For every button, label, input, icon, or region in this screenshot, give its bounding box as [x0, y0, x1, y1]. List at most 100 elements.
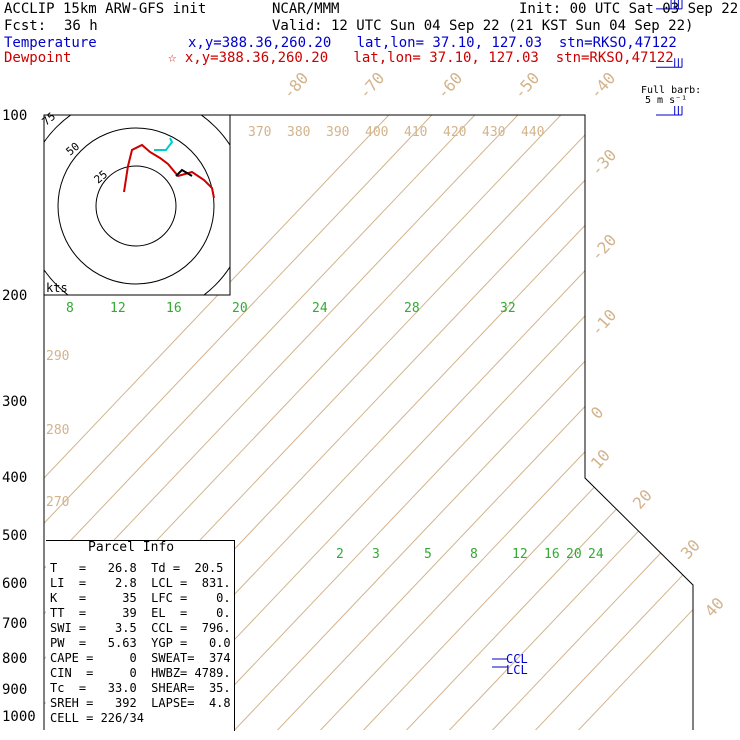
isotherm-line	[226, 115, 693, 730]
mixing-ratio-label: 32	[500, 301, 516, 316]
dewpoint-legend: Dewpoint	[4, 50, 72, 66]
parcel-row: PW = 5.63 YGP = 0.0	[50, 636, 231, 650]
theta-label: 400	[365, 125, 388, 140]
pressure-label-500: 500	[2, 528, 28, 544]
theta-label: 440	[521, 125, 544, 140]
theta-label: 380	[287, 125, 310, 140]
pressure-label-900: 900	[2, 682, 28, 698]
model-title: ACCLIP 15km ARW-GFS init	[4, 1, 207, 17]
parcel-row: CAPE = 0 SWEAT= 374	[50, 651, 231, 665]
valid-time: Valid: 12 UTC Sun 04 Sep 22 (21 KST Sun …	[272, 18, 694, 34]
temperature-legend: Temperature	[4, 35, 97, 51]
hodograph-trace-upper	[154, 137, 174, 151]
dry-adiabat	[692, 115, 693, 116]
isotherm-line	[183, 115, 693, 730]
parcel-row: LI = 2.8 LCL = 831.	[50, 576, 231, 590]
isotherm-line	[44, 115, 433, 730]
mixing-ratio-label: 12	[512, 547, 528, 562]
mixing-ratio-label: 20	[566, 547, 582, 562]
isotherm-label: -80	[279, 68, 312, 102]
isotherm-label: -20	[587, 230, 620, 264]
isotherm-line	[484, 115, 693, 730]
pressure-label-200: 200	[2, 288, 28, 304]
isotherm-label: -10	[587, 305, 620, 339]
isotherm-line	[312, 115, 693, 730]
isotherm-line	[44, 115, 519, 730]
ccl-label: CCL	[506, 652, 528, 666]
mixing-ratio-label: 2	[336, 547, 344, 562]
pressure-label-300: 300	[2, 394, 28, 410]
parcel-row: SREH = 392 LAPSE= 4.8	[50, 696, 231, 710]
isotherm-line	[269, 115, 693, 730]
pressure-label-700: 700	[2, 616, 28, 632]
isotherm-line	[398, 115, 693, 730]
isotherm-label: -50	[510, 68, 543, 102]
theta-label: 410	[404, 125, 427, 140]
isotherm-label: -70	[355, 68, 388, 102]
mixing-ratio-label: 24	[588, 547, 604, 562]
theta-label: 430	[482, 125, 505, 140]
mixing-ratio-label: 5	[424, 547, 432, 562]
pressure-label-800: 800	[2, 651, 28, 667]
isotherm-line	[44, 115, 390, 730]
mixing-ratio-labels: 8 12 16 20 24 28 32 2 3 5 8 12 16 20 24	[66, 301, 604, 562]
parcel-info-title: Parcel Info	[88, 540, 175, 555]
mixing-ratio-label: 16	[166, 301, 182, 316]
isotherm-label: 0	[587, 403, 608, 423]
isotherm-line	[44, 115, 476, 730]
dry-adiabat	[715, 0, 740, 115]
init-time: Init: 00 UTC Sat 03 Sep 22	[519, 1, 739, 17]
isotherm-label: -40	[586, 68, 619, 102]
wind-barb	[656, 58, 683, 68]
lcl-ccl-annotations: CCL LCL	[492, 652, 528, 677]
wind-barb	[656, 106, 683, 116]
forecast-label: Fcst:	[4, 18, 47, 34]
barb-legend-line1: Full barb:	[641, 85, 702, 96]
mixing-ratio-label: 20	[232, 301, 248, 316]
mixing-ratio-label: 8	[470, 547, 478, 562]
hodograph-inset: 75 50 25 kts	[40, 110, 231, 296]
isotherm-line	[570, 115, 693, 730]
plot-frame	[44, 114, 694, 730]
theta-label: 270	[46, 495, 69, 510]
isotherm-line	[527, 115, 693, 730]
isotherm-label: 30	[677, 536, 704, 563]
parcel-row: CELL = 226/34	[50, 711, 144, 725]
theta-label: 280	[46, 423, 69, 438]
dewpoint-location: ☆ x,y=388.36,260.20 lat,lon= 37.10, 127.…	[168, 50, 674, 66]
mixing-ratio-label: 16	[544, 547, 560, 562]
parcel-row: TT = 39 EL = 0.	[50, 606, 231, 620]
mixing-ratio-label: 3	[372, 547, 380, 562]
mixing-ratio-label: 8	[66, 301, 74, 316]
theta-label: 390	[326, 125, 349, 140]
hodograph-unit-label: kts	[46, 281, 68, 295]
parcel-row: CIN = 0 HWBZ= 4789.	[50, 666, 231, 680]
pressure-label-400: 400	[2, 470, 28, 486]
mixing-ratio-label: 24	[312, 301, 328, 316]
parcel-row: T = 26.8 Td = 20.5	[50, 561, 224, 575]
lcl-label: LCL	[506, 663, 528, 677]
wind-barbs	[656, 0, 683, 116]
isotherm-label: 20	[629, 486, 656, 513]
theta-label: 370	[248, 125, 271, 140]
pressure-label-100: 100	[2, 108, 28, 124]
temperature-location: x,y=388.36,260.20 lat,lon= 37.10, 127.03…	[188, 35, 677, 51]
theta-label: 290	[46, 349, 69, 364]
parcel-row: Tc = 33.0 SHEAR= 35.	[50, 681, 231, 695]
pressure-label-600: 600	[2, 576, 28, 592]
theta-label: 420	[443, 125, 466, 140]
theta-labels: 370 380 390 400 410 420 430 440 290 280 270	[46, 125, 544, 510]
parcel-row: SWI = 3.5 CCL = 796.	[50, 621, 231, 635]
isotherm-label: -30	[587, 145, 620, 179]
isotherm-line	[355, 115, 693, 730]
hodograph-trace-mid	[175, 168, 193, 177]
isotherm-label: 40	[701, 594, 728, 621]
barb-legend-line2: 5 m s⁻¹	[645, 95, 688, 106]
mixing-ratio-label: 28	[404, 301, 420, 316]
pressure-label-1000: 1000	[2, 709, 36, 725]
parcel-info-panel: Parcel Info T = 26.8 Td = 20.5 LI = 2.8 …	[46, 540, 235, 731]
hodograph-trace	[123, 143, 215, 199]
mixing-ratio-label: 12	[110, 301, 126, 316]
isotherm-label: -60	[433, 68, 466, 102]
